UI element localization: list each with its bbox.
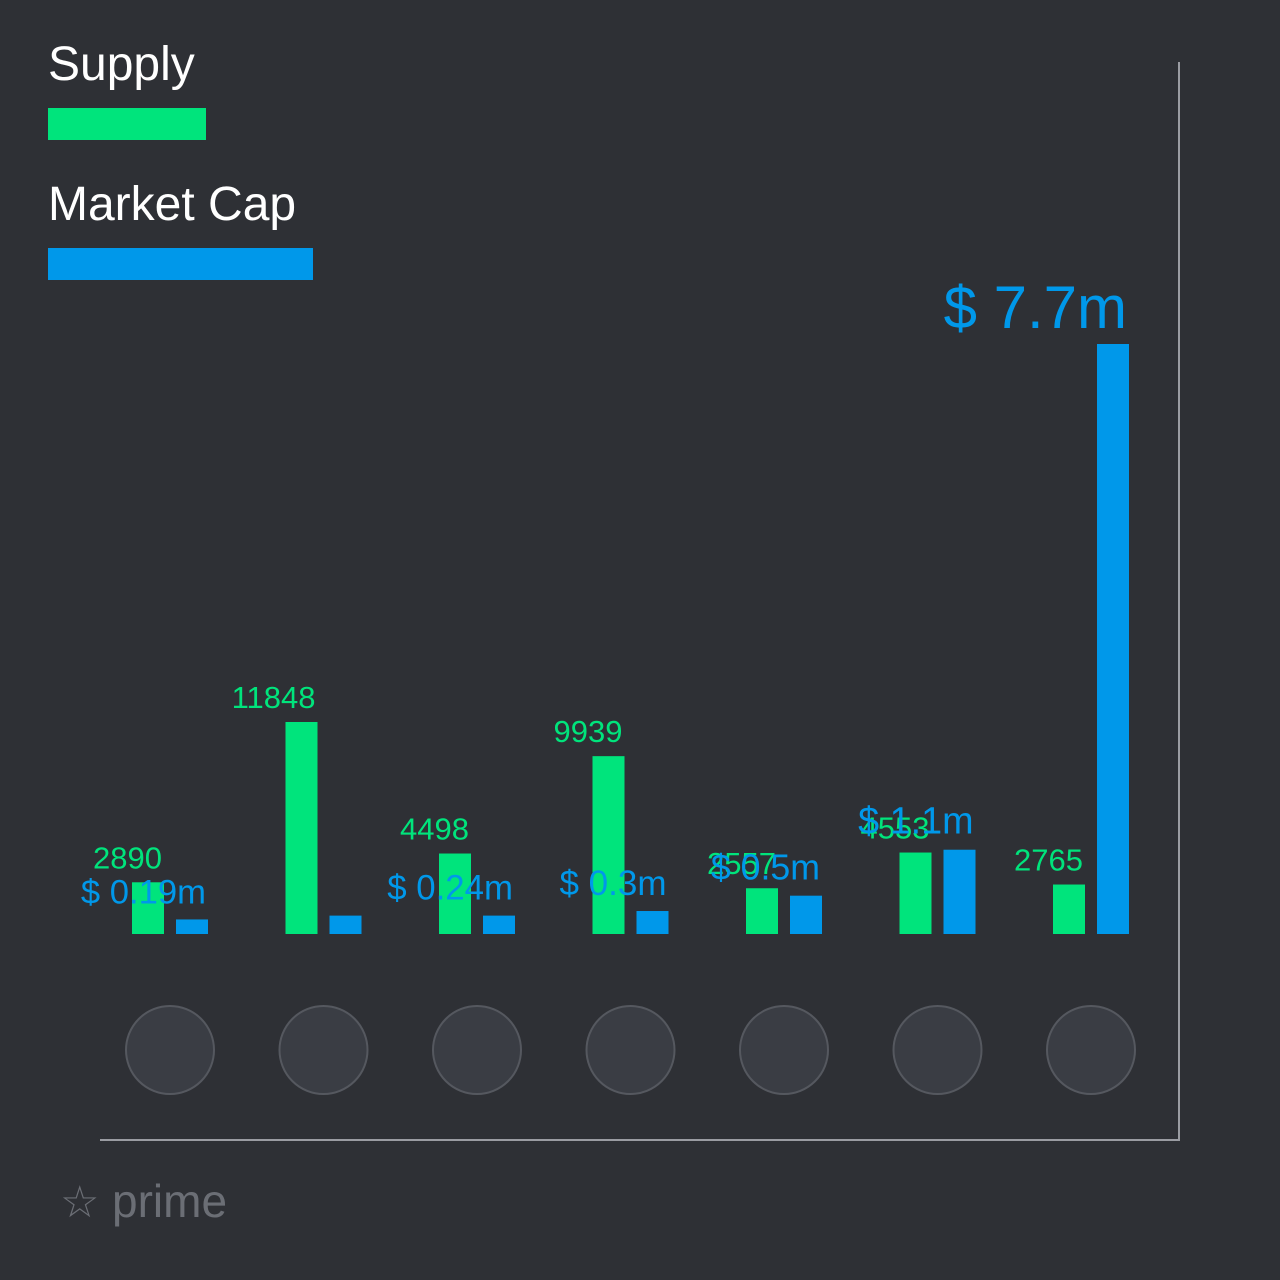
value-label: 2890 <box>93 840 162 875</box>
value-label: $ 0.3m <box>559 864 666 903</box>
value-label: 2765 <box>1014 843 1083 878</box>
value-label: $ 1.1m <box>858 800 973 842</box>
value-label: $ 0.5m <box>711 848 820 888</box>
category-icon <box>1046 1005 1136 1095</box>
category-icon <box>585 1005 676 1095</box>
category-icon <box>892 1005 983 1095</box>
value-label: 9939 <box>554 714 623 749</box>
legend-label: Market Cap <box>48 178 296 231</box>
bar <box>132 882 164 934</box>
value-label: $ 0.19m <box>81 873 206 911</box>
legend-swatch <box>48 108 206 140</box>
category-icon <box>125 1005 215 1095</box>
bar <box>636 911 669 934</box>
legend-label: Supply <box>48 38 195 91</box>
value-label: $ 7.7m <box>944 274 1127 341</box>
bar <box>592 756 625 934</box>
bar <box>899 852 932 934</box>
bar <box>746 888 778 934</box>
category-icon <box>739 1005 829 1095</box>
bar <box>329 915 362 934</box>
watermark-star: ☆ <box>60 1178 99 1227</box>
value-label: 2557 <box>707 846 776 881</box>
bar <box>439 853 471 934</box>
legend-swatch <box>48 248 313 280</box>
bar <box>176 919 208 934</box>
watermark: prime <box>112 1175 227 1227</box>
value-label: 4498 <box>400 812 469 847</box>
bar <box>1097 344 1129 934</box>
value-label: $ 0.24m <box>387 869 513 908</box>
bar <box>483 915 515 934</box>
category-icon <box>278 1005 369 1095</box>
category-icon <box>432 1005 522 1095</box>
bar <box>285 722 318 934</box>
bar <box>790 895 822 934</box>
bar <box>1053 884 1085 934</box>
value-label: 11848 <box>232 680 316 715</box>
bar <box>943 849 976 934</box>
value-label: 4553 <box>861 811 930 846</box>
